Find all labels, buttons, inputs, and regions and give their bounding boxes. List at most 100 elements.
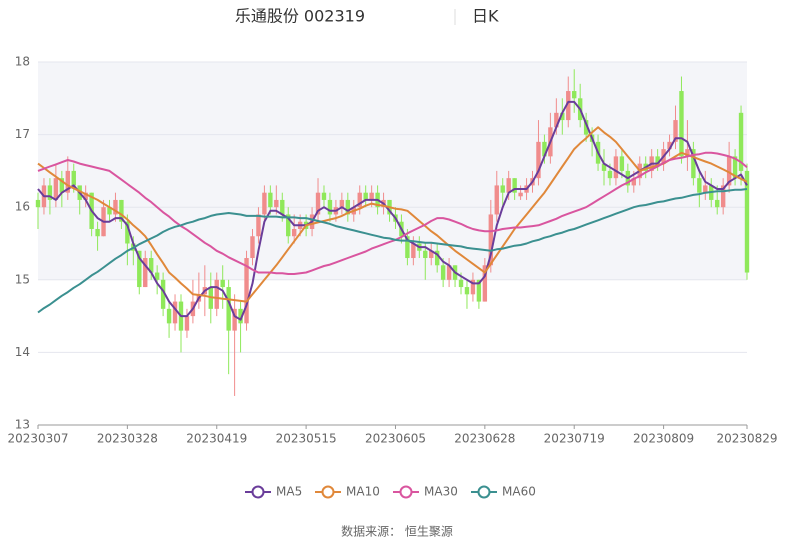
ma-line [37,126,748,303]
legend-item: MA60 [471,485,536,499]
chart-subtitle: 日K [472,7,499,26]
x-tick-label: 20230829 [716,432,777,446]
candle-body [494,185,499,215]
candle-body [119,199,124,222]
source-note: 数据来源： 恒生聚源 [341,524,453,539]
candle-body [715,199,720,208]
candle-body [262,192,267,215]
candle-body [440,265,446,280]
candle-body [357,192,362,208]
x-tick-label: 20230605 [365,432,426,446]
candle-body [506,178,511,193]
candle-body [720,185,726,208]
candle-body [83,192,88,200]
candle-body [274,199,279,208]
candle-body [655,156,660,164]
candle-body [59,178,65,193]
y-tick-label: 15 [15,272,30,286]
candle-body [554,112,559,128]
candle-body [160,279,166,309]
candle-body [512,178,517,193]
candle-body [405,236,410,259]
candle-body [238,308,243,324]
candle-body [95,228,100,237]
x-tick-label: 20230419 [186,432,247,446]
candle-body [434,250,440,266]
candle-body [411,243,416,259]
y-tick-label: 16 [15,200,30,214]
candle-body [172,301,178,324]
candle-body [619,156,625,171]
candle-body [542,141,547,157]
legend-label: MA60 [502,485,536,499]
candle-body [679,91,684,157]
x-tick-label: 20230328 [97,432,158,446]
y-tick-label: 14 [15,345,30,359]
candle-body [536,141,541,179]
candle-body [291,228,297,237]
plot-band [38,207,747,280]
legend-item: MA5 [245,485,302,499]
y-tick-label: 17 [15,127,30,141]
candle-body [560,112,565,121]
candle-body [667,141,672,150]
candle-body [113,199,118,215]
candle-body [482,265,488,302]
candle-body [220,279,225,288]
candle-body [125,221,130,244]
candle-body [429,250,434,259]
legend-marker [399,485,413,499]
candle-body [488,214,494,266]
candle-body [583,120,589,135]
candle-body [149,258,154,273]
candle-body [363,192,368,200]
candle-body [250,236,255,259]
candle-body [345,199,351,215]
candle-body [744,170,750,273]
candle-body [631,178,636,186]
candle-body [137,250,142,288]
candle-body [500,185,505,193]
candle-body [268,192,273,208]
candle-body [71,170,76,186]
candle-body [423,250,428,259]
candle-body [703,185,708,193]
candle-body [566,91,571,121]
candle-body [697,178,702,193]
candle-body [691,149,696,179]
candle-body [53,178,59,200]
candle-body [518,192,523,197]
x-tick-label: 20230515 [276,432,337,446]
candle-body [732,156,738,179]
candle-body [446,265,452,280]
candle-body [226,287,231,331]
candle-body [613,156,619,179]
legend-label: MA10 [346,485,380,499]
x-tick-label: 20230628 [454,432,515,446]
y-tick-label: 13 [15,418,30,432]
candle-body [572,91,577,99]
legend-item: MA30 [393,485,458,499]
candle-body [476,279,482,302]
candle-body [143,258,148,288]
x-tick-label: 20230307 [7,432,68,446]
candle-body [685,149,690,157]
candle-body [601,163,607,171]
candle-body [256,214,261,237]
candle-body [607,170,613,179]
x-tick-label: 20230809 [633,432,694,446]
candle-body [464,287,470,295]
legend-marker [251,485,265,499]
candle-body [738,112,744,171]
candle-body [166,308,172,324]
candle-body [315,192,321,215]
candle-body [280,199,285,215]
legend-marker [321,485,335,499]
legend-marker [477,485,491,499]
ma-line [37,151,748,275]
candle-body [65,170,70,193]
y-tick-label: 18 [15,55,30,69]
candle-body [232,308,237,331]
candle-body [327,199,333,215]
